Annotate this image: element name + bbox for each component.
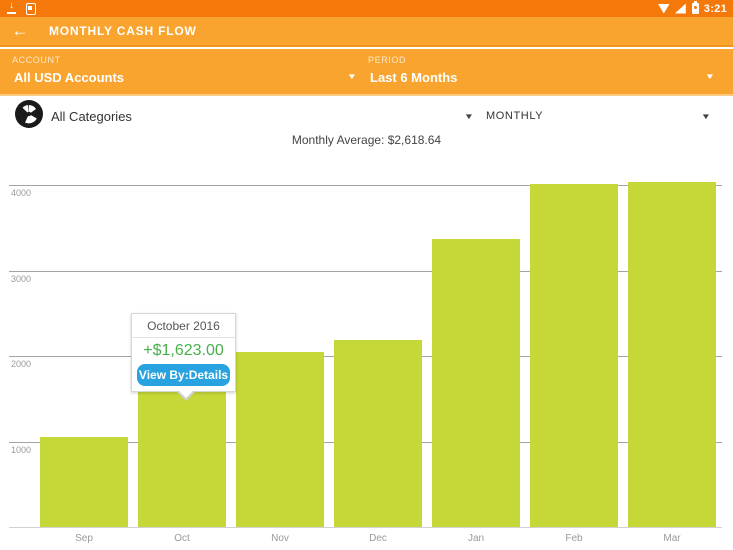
x-axis-label-jan: Jan bbox=[467, 533, 485, 544]
x-axis-label-feb: Feb bbox=[565, 533, 583, 544]
interval-value[interactable]: MONTHLY bbox=[486, 110, 544, 122]
y-axis-label-4000: 4000 bbox=[11, 188, 32, 198]
categories-dropdown-arrow-icon[interactable]: ▼ bbox=[463, 112, 475, 121]
gridline-4000 bbox=[9, 185, 722, 186]
cellular-signal-icon bbox=[674, 3, 686, 14]
period-dropdown[interactable]: PERIOD Last 6 Months ▼ bbox=[366, 49, 718, 94]
category-bar: All Categories ▼ MONTHLY ▼ bbox=[0, 98, 733, 136]
account-label: ACCOUNT bbox=[12, 55, 61, 65]
status-bar-left: ↓ bbox=[6, 0, 36, 15]
x-axis-label-nov: Nov bbox=[271, 533, 289, 544]
filters-panel: ACCOUNT All USD Accounts ▼ PERIOD Last 6… bbox=[0, 49, 733, 96]
x-axis-label-oct: Oct bbox=[174, 533, 190, 544]
bar-tooltip: October 2016 +$1,623.00 View By:Details bbox=[131, 313, 236, 401]
bar-sep[interactable] bbox=[40, 437, 128, 527]
tooltip-divider bbox=[132, 337, 235, 338]
y-axis-label-3000: 3000 bbox=[11, 273, 32, 284]
period-label: PERIOD bbox=[368, 55, 407, 65]
bar-dec[interactable] bbox=[334, 339, 422, 527]
gridline-3000 bbox=[9, 270, 722, 272]
download-icon: ↓ bbox=[6, 0, 17, 14]
x-axis-label-sep: Sep bbox=[75, 533, 93, 544]
bar-feb[interactable] bbox=[530, 184, 618, 527]
interval-dropdown-arrow-icon[interactable]: ▼ bbox=[700, 112, 712, 121]
account-value: All USD Accounts bbox=[14, 70, 125, 85]
bar-nov[interactable] bbox=[236, 351, 324, 527]
app-bar: ← MONTHLY CASH FLOW bbox=[0, 17, 733, 47]
period-value: Last 6 Months bbox=[370, 70, 458, 85]
clipboard-icon bbox=[26, 2, 36, 15]
monthly-average-text: Monthly Average: $2,618.64 bbox=[291, 133, 442, 147]
account-dropdown-arrow-icon[interactable]: ▼ bbox=[346, 72, 358, 81]
status-bar: ↓ 3:21 bbox=[0, 0, 733, 17]
y-axis-label-2000: 2000 bbox=[11, 359, 32, 369]
bar-mar[interactable] bbox=[628, 181, 716, 527]
x-axis-line bbox=[9, 527, 722, 528]
back-arrow-icon[interactable]: ← bbox=[11, 21, 29, 40]
categories-value[interactable]: All Categories bbox=[51, 109, 132, 124]
clock-text: 3:21 bbox=[703, 2, 727, 15]
bar-jan[interactable] bbox=[432, 238, 520, 527]
categories-icon[interactable] bbox=[15, 100, 43, 128]
y-axis-label-1000: 1000 bbox=[11, 444, 32, 455]
bar-oct[interactable] bbox=[138, 388, 226, 527]
x-axis-label-dec: Dec bbox=[369, 533, 387, 544]
cash-flow-chart: October 2016 +$1,623.00 View By:Details … bbox=[0, 150, 733, 550]
view-by-details-button[interactable]: View By:Details bbox=[137, 364, 230, 386]
account-dropdown[interactable]: ACCOUNT All USD Accounts ▼ bbox=[10, 49, 360, 94]
tooltip-pointer-fill bbox=[177, 389, 195, 398]
status-bar-right: 3:21 bbox=[657, 1, 727, 15]
tooltip-amount: +$1,623.00 bbox=[143, 342, 224, 359]
x-axis-label-mar: Mar bbox=[663, 533, 681, 544]
battery-icon bbox=[691, 1, 699, 14]
page-title: MONTHLY CASH FLOW bbox=[49, 24, 197, 38]
period-dropdown-arrow-icon[interactable]: ▼ bbox=[704, 72, 716, 81]
tooltip-month-title: October 2016 bbox=[147, 319, 220, 333]
wifi-icon bbox=[657, 3, 670, 14]
